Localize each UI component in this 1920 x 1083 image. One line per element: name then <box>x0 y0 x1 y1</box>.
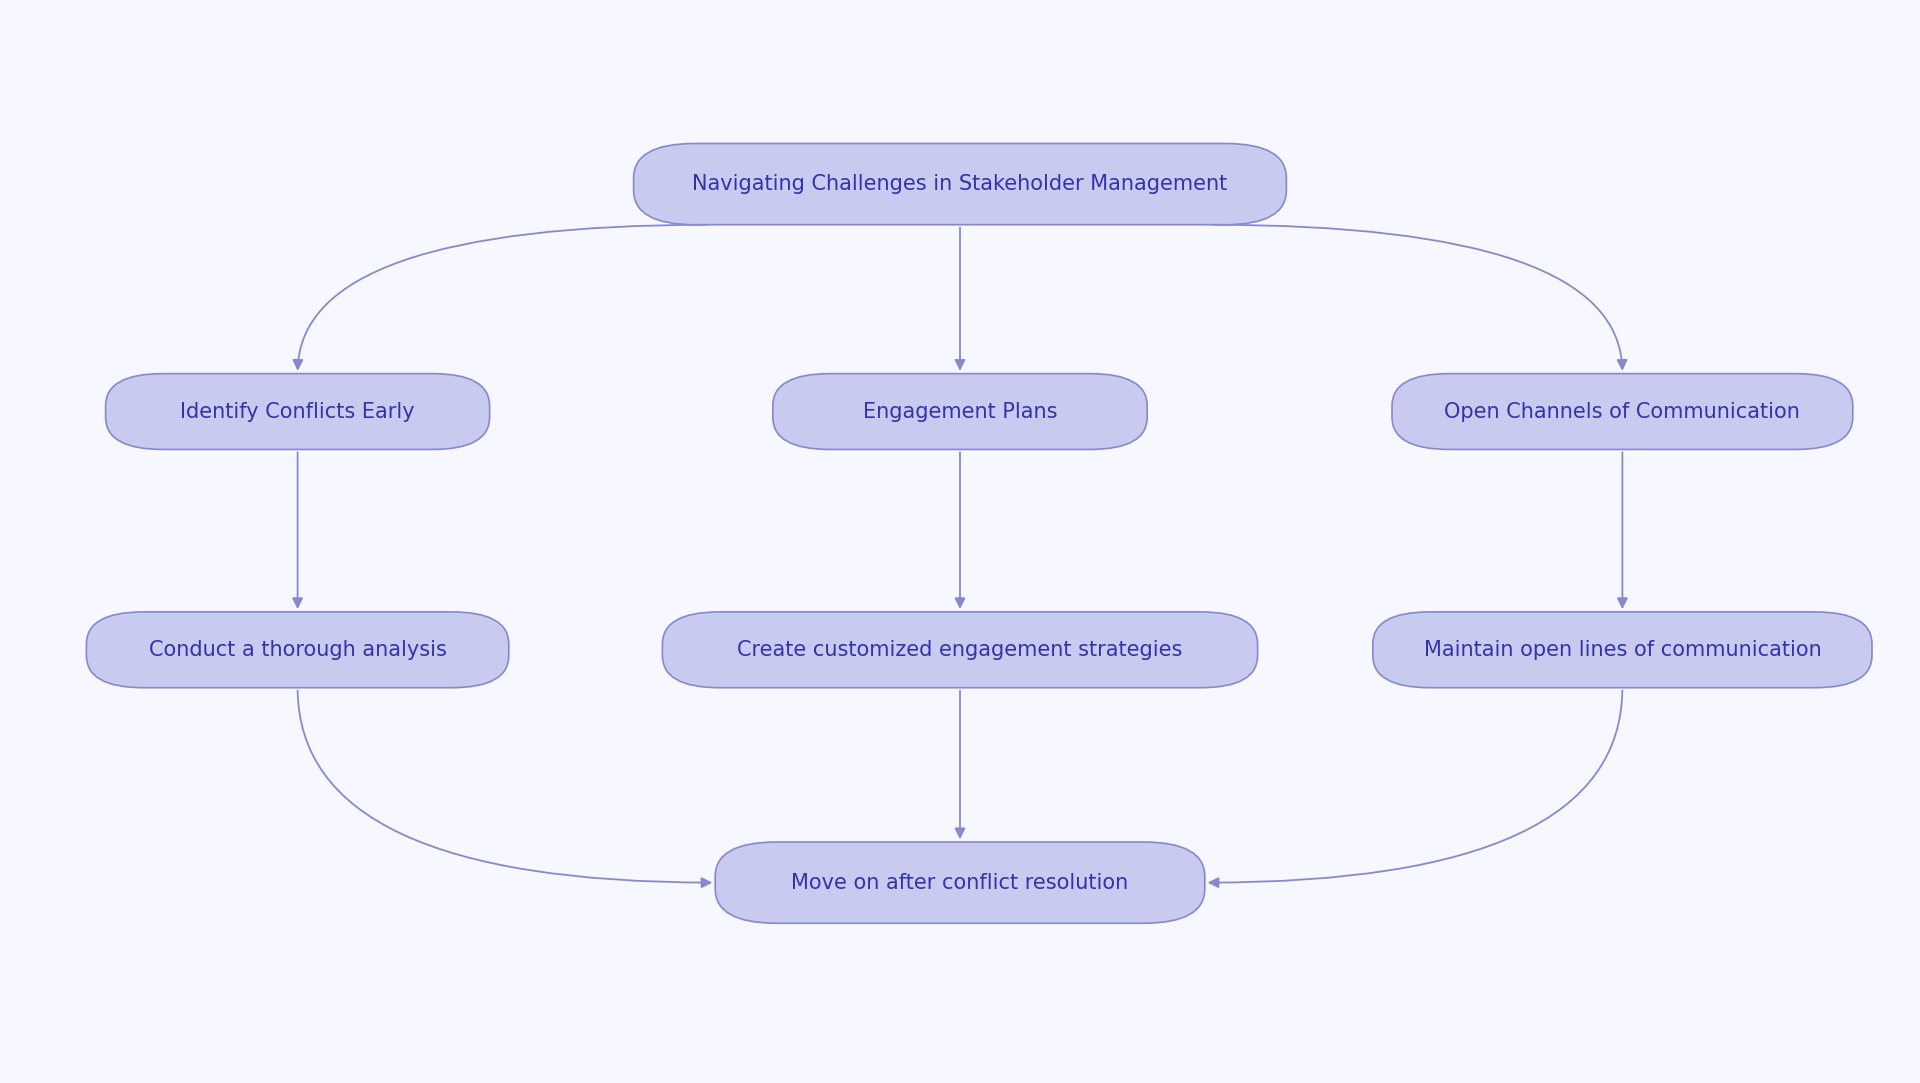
FancyBboxPatch shape <box>714 843 1206 923</box>
Text: Open Channels of Communication: Open Channels of Communication <box>1444 402 1801 421</box>
FancyBboxPatch shape <box>1392 374 1853 449</box>
Text: Maintain open lines of communication: Maintain open lines of communication <box>1423 640 1822 660</box>
Text: Conduct a thorough analysis: Conduct a thorough analysis <box>148 640 447 660</box>
Text: Move on after conflict resolution: Move on after conflict resolution <box>791 873 1129 892</box>
Text: Create customized engagement strategies: Create customized engagement strategies <box>737 640 1183 660</box>
Text: Navigating Challenges in Stakeholder Management: Navigating Challenges in Stakeholder Man… <box>693 174 1227 194</box>
FancyBboxPatch shape <box>106 374 490 449</box>
FancyBboxPatch shape <box>772 374 1146 449</box>
Text: Identify Conflicts Early: Identify Conflicts Early <box>180 402 415 421</box>
FancyBboxPatch shape <box>86 612 509 688</box>
FancyBboxPatch shape <box>662 612 1258 688</box>
Text: Engagement Plans: Engagement Plans <box>862 402 1058 421</box>
FancyBboxPatch shape <box>1373 612 1872 688</box>
FancyBboxPatch shape <box>634 144 1286 225</box>
